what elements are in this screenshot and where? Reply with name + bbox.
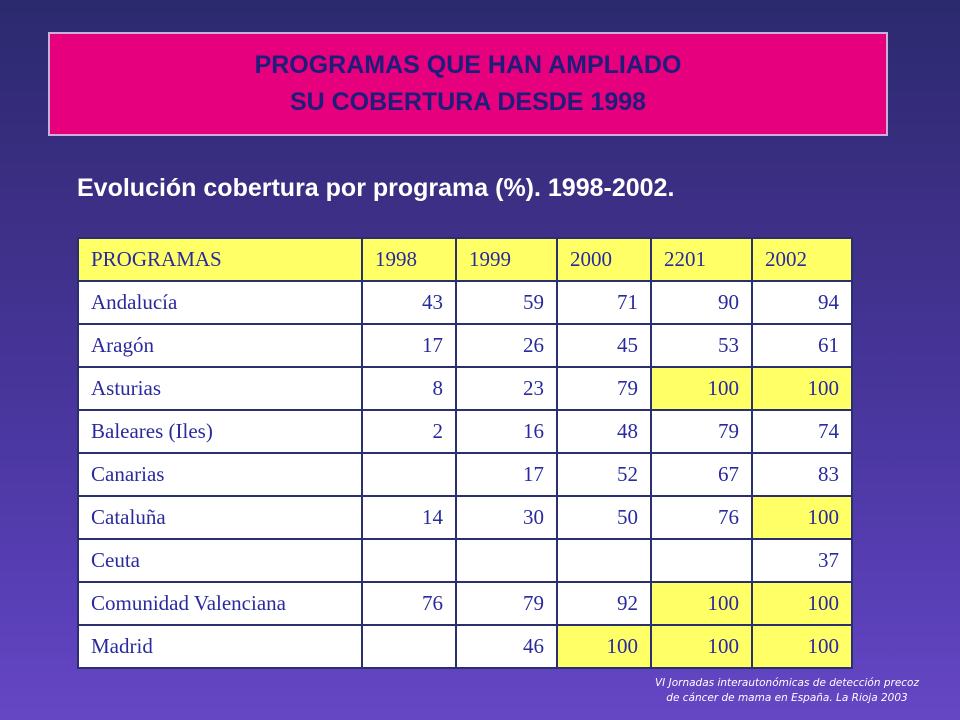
coverage-cell: 59	[455, 280, 558, 325]
header-year: 2000	[556, 237, 652, 282]
coverage-cell: 79	[556, 366, 652, 411]
coverage-cell: 2	[361, 409, 457, 454]
coverage-cell: 26	[455, 323, 558, 368]
program-name-cell: Cataluña	[77, 495, 363, 540]
coverage-cell: 100	[556, 624, 652, 669]
coverage-cell: 46	[455, 624, 558, 669]
coverage-cell: 43	[361, 280, 457, 325]
coverage-cell	[361, 624, 457, 669]
footer-credit: VI Jornadas interautonómicas de detecció…	[632, 676, 942, 706]
coverage-cell	[455, 538, 558, 583]
coverage-cell: 37	[751, 538, 853, 583]
footer-line-1: VI Jornadas interautonómicas de detecció…	[655, 677, 919, 689]
coverage-cell: 61	[751, 323, 853, 368]
table-row: Cataluña 14 30 50 76 100	[77, 495, 853, 540]
table-row: Andalucía 43 59 71 90 94	[77, 280, 853, 325]
program-name-cell: Andalucía	[77, 280, 363, 325]
coverage-cell: 53	[650, 323, 753, 368]
coverage-cell: 67	[650, 452, 753, 497]
coverage-cell: 76	[361, 581, 457, 626]
coverage-cell: 71	[556, 280, 652, 325]
table-row: Canarias 17 52 67 83	[77, 452, 853, 497]
coverage-cell: 16	[455, 409, 558, 454]
title-line-2: SU COBERTURA DESDE 1998	[289, 88, 647, 116]
table-row: Ceuta 37	[77, 538, 853, 583]
coverage-cell: 23	[455, 366, 558, 411]
coverage-cell	[556, 538, 652, 583]
coverage-cell	[650, 538, 753, 583]
subtitle: Evolución cobertura por programa (%). 19…	[77, 174, 675, 202]
table-row: Baleares (Iles) 2 16 48 79 74	[77, 409, 853, 454]
coverage-cell: 90	[650, 280, 753, 325]
coverage-cell: 79	[455, 581, 558, 626]
header-year: 1999	[455, 237, 558, 282]
coverage-cell: 17	[361, 323, 457, 368]
coverage-cell: 100	[650, 581, 753, 626]
coverage-cell: 14	[361, 495, 457, 540]
coverage-cell: 94	[751, 280, 853, 325]
header-year: 2201	[650, 237, 753, 282]
coverage-cell: 100	[751, 495, 853, 540]
program-name-cell: Madrid	[77, 624, 363, 669]
program-name-cell: Comunidad Valenciana	[77, 581, 363, 626]
header-year: 1998	[361, 237, 457, 282]
coverage-cell: 30	[455, 495, 558, 540]
title-banner: PROGRAMAS QUE HAN AMPLIADO SU COBERTURA …	[48, 32, 888, 136]
coverage-cell: 74	[751, 409, 853, 454]
coverage-cell: 8	[361, 366, 457, 411]
table-row: Asturias 8 23 79 100 100	[77, 366, 853, 411]
coverage-cell: 45	[556, 323, 652, 368]
table-row: Aragón 17 26 45 53 61	[77, 323, 853, 368]
program-name-cell: Canarias	[77, 452, 363, 497]
coverage-cell: 92	[556, 581, 652, 626]
header-programas: PROGRAMAS	[77, 237, 363, 282]
coverage-cell: 17	[455, 452, 558, 497]
coverage-cell: 48	[556, 409, 652, 454]
coverage-cell: 100	[650, 366, 753, 411]
program-name-cell: Asturias	[77, 366, 363, 411]
table-row: Madrid 46 100 100 100	[77, 624, 853, 669]
coverage-cell: 52	[556, 452, 652, 497]
header-year: 2002	[751, 237, 853, 282]
coverage-cell: 79	[650, 409, 753, 454]
coverage-cell	[361, 538, 457, 583]
coverage-cell: 50	[556, 495, 652, 540]
coverage-cell: 100	[751, 366, 853, 411]
table-header-row: PROGRAMAS 1998 1999 2000 2201 2002	[77, 237, 853, 282]
coverage-cell: 83	[751, 452, 853, 497]
coverage-cell: 76	[650, 495, 753, 540]
table-row: Comunidad Valenciana 76 79 92 100 100	[77, 581, 853, 626]
coverage-cell: 100	[650, 624, 753, 669]
coverage-cell	[361, 452, 457, 497]
footer-line-2: de cáncer de mama en España. La Rioja 20…	[666, 692, 908, 705]
coverage-cell: 100	[751, 581, 853, 626]
program-name-cell: Aragón	[77, 323, 363, 368]
title-line-1: PROGRAMAS QUE HAN AMPLIADO	[254, 50, 682, 79]
program-name-cell: Baleares (Iles)	[77, 409, 363, 454]
program-name-cell: Ceuta	[77, 538, 363, 583]
coverage-table: PROGRAMAS 1998 1999 2000 2201 2002 Andalucía 43…	[77, 237, 853, 669]
coverage-cell: 100	[751, 624, 853, 669]
